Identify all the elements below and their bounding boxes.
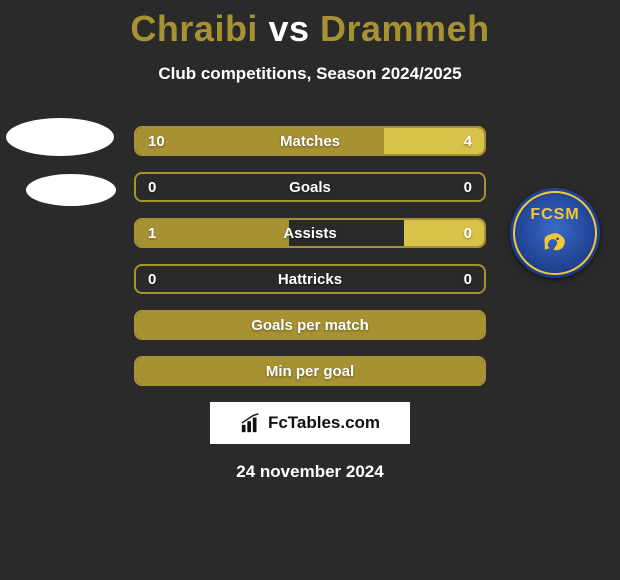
value-right: 4 — [464, 133, 472, 150]
subtitle: Club competitions, Season 2024/2025 — [0, 64, 620, 84]
watermark-text: FcTables.com — [268, 413, 380, 433]
stat-label: Assists — [283, 225, 336, 242]
stat-row: Min per goal — [134, 356, 486, 386]
stat-label: Goals per match — [251, 317, 369, 334]
value-left: 1 — [148, 225, 156, 242]
stats-rows: 10 Matches 4 0 Goals 0 1 Assists 0 0 Hattricks 0 Goa… — [134, 126, 486, 386]
stat-row: 1 Assists 0 — [134, 218, 486, 248]
value-left: 0 — [148, 271, 156, 288]
value-right: 0 — [464, 179, 472, 196]
player1-photo-placeholder-2 — [26, 174, 116, 206]
value-right: 0 — [464, 225, 472, 242]
bars-icon — [240, 412, 262, 434]
page-title: Chraibi vs Drammeh — [0, 0, 620, 50]
stat-row: 0 Goals 0 — [134, 172, 486, 202]
value-right: 0 — [464, 271, 472, 288]
stat-row: 10 Matches 4 — [134, 126, 486, 156]
player1-photo-placeholder — [6, 118, 114, 156]
bar-left — [136, 128, 384, 154]
stat-row: Goals per match — [134, 310, 486, 340]
stat-label: Matches — [280, 133, 340, 150]
stat-row: 0 Hattricks 0 — [134, 264, 486, 294]
badge-text: FCSM — [530, 206, 579, 224]
stat-label: Min per goal — [266, 363, 354, 380]
bar-left — [136, 220, 289, 246]
club-badge: FCSM — [510, 188, 600, 278]
player2-name: Drammeh — [320, 8, 490, 49]
value-left: 0 — [148, 179, 156, 196]
watermark: FcTables.com — [210, 402, 410, 444]
player1-name: Chraibi — [130, 8, 258, 49]
stat-label: Goals — [289, 179, 331, 196]
date: 24 november 2024 — [0, 462, 620, 482]
lion-icon — [538, 226, 572, 260]
value-left: 10 — [148, 133, 165, 150]
stat-label: Hattricks — [278, 271, 342, 288]
vs-word: vs — [268, 8, 309, 49]
